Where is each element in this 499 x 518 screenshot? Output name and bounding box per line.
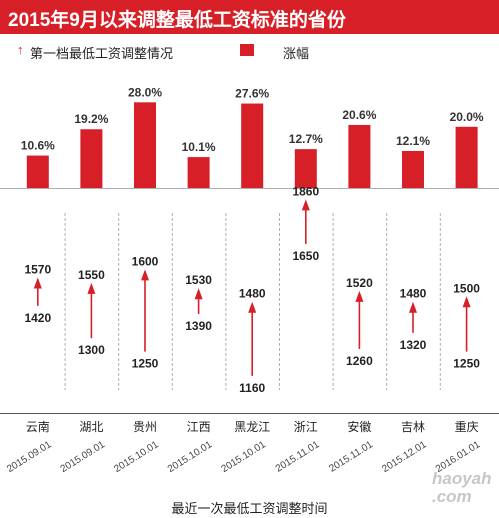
date-label: 2015.10.01 bbox=[220, 439, 269, 475]
wage-from-label: 1250 bbox=[132, 357, 159, 371]
date-label: 2015.11.01 bbox=[327, 439, 375, 475]
bar-value-label: 10.6% bbox=[21, 139, 55, 153]
up-arrow-icon: ↑ bbox=[17, 42, 24, 57]
wage-from-label: 1260 bbox=[346, 354, 373, 368]
wage-to-label: 1550 bbox=[78, 268, 105, 282]
category-label: 江西 bbox=[187, 420, 211, 434]
category-label: 吉林 bbox=[401, 420, 425, 434]
wage-from-label: 1390 bbox=[185, 319, 212, 333]
category-label: 浙江 bbox=[294, 420, 318, 434]
arrow-head bbox=[87, 282, 96, 294]
category-label: 安徽 bbox=[347, 419, 371, 434]
wage-to-label: 1530 bbox=[185, 273, 212, 287]
category-label: 湖北 bbox=[79, 419, 103, 434]
bar-value-label: 10.1% bbox=[182, 140, 216, 154]
wage-to-label: 1600 bbox=[132, 254, 159, 268]
bar-value-label: 20.0% bbox=[450, 110, 484, 124]
wage-to-label: 1570 bbox=[24, 262, 51, 276]
wage-from-label: 1250 bbox=[453, 357, 480, 371]
bar bbox=[348, 124, 371, 188]
bar bbox=[455, 126, 478, 188]
category-label: 云南 bbox=[26, 419, 50, 434]
date-label: 2015.10.01 bbox=[112, 439, 161, 475]
bar bbox=[26, 155, 49, 188]
date-label: 2015.10.01 bbox=[166, 439, 215, 475]
date-label: 2015.12.01 bbox=[380, 439, 429, 475]
watermark-line2: .com bbox=[432, 487, 472, 506]
wage-from-label: 1300 bbox=[78, 343, 105, 357]
wage-from-label: 1160 bbox=[239, 381, 265, 395]
bar bbox=[80, 129, 103, 188]
date-label: 2015.11.01 bbox=[274, 439, 322, 475]
arrow-head bbox=[301, 199, 310, 211]
bar-value-label: 27.6% bbox=[235, 87, 269, 101]
category-label: 重庆 bbox=[455, 420, 479, 434]
bar-value-label: 12.7% bbox=[289, 132, 323, 146]
legend-arrow-label: 第一档最低工资调整情况 bbox=[30, 46, 174, 61]
bar-value-label: 19.2% bbox=[74, 112, 108, 126]
bar bbox=[134, 102, 156, 188]
bar-value-label: 28.0% bbox=[128, 85, 162, 99]
wage-from-label: 1320 bbox=[400, 338, 427, 352]
bar bbox=[402, 150, 424, 188]
category-label: 黑龙江 bbox=[234, 420, 270, 434]
legend-bar-swatch bbox=[240, 44, 254, 56]
wage-from-label: 1420 bbox=[24, 311, 51, 325]
arrow-head bbox=[462, 296, 471, 308]
bar-value-label: 20.6% bbox=[342, 108, 376, 122]
x-axis-title: 最近一次最低工资调整时间 bbox=[171, 501, 328, 516]
arrow-head bbox=[355, 290, 364, 302]
arrow-head bbox=[33, 277, 42, 289]
bar bbox=[294, 149, 317, 188]
date-label: 2015.09.01 bbox=[5, 439, 54, 475]
wage-to-label: 1500 bbox=[453, 281, 480, 295]
title-bar: 2015年9月以来调整最低工资标准的省份 bbox=[0, 0, 499, 34]
wage-to-label: 1860 bbox=[292, 184, 319, 198]
date-label: 2015.09.01 bbox=[59, 439, 108, 475]
wage-to-label: 1480 bbox=[400, 287, 427, 301]
category-label: 贵州 bbox=[133, 420, 157, 434]
chart-title: 2015年9月以来调整最低工资标准的省份 bbox=[8, 10, 346, 31]
arrow-head bbox=[194, 288, 203, 300]
arrow-head bbox=[248, 301, 257, 313]
bar-value-label: 12.1% bbox=[396, 134, 430, 148]
legend-bar-label: 涨幅 bbox=[283, 46, 310, 61]
wage-to-label: 1520 bbox=[346, 276, 373, 290]
watermark: haoyah .com bbox=[432, 470, 492, 506]
wage-from-label: 1650 bbox=[292, 249, 319, 263]
wage-to-label: 1480 bbox=[239, 287, 266, 301]
bar bbox=[187, 157, 210, 188]
bar bbox=[241, 103, 264, 188]
arrow-head bbox=[409, 301, 417, 313]
watermark-line1: haoyah bbox=[432, 469, 492, 488]
arrow-head bbox=[141, 269, 149, 281]
